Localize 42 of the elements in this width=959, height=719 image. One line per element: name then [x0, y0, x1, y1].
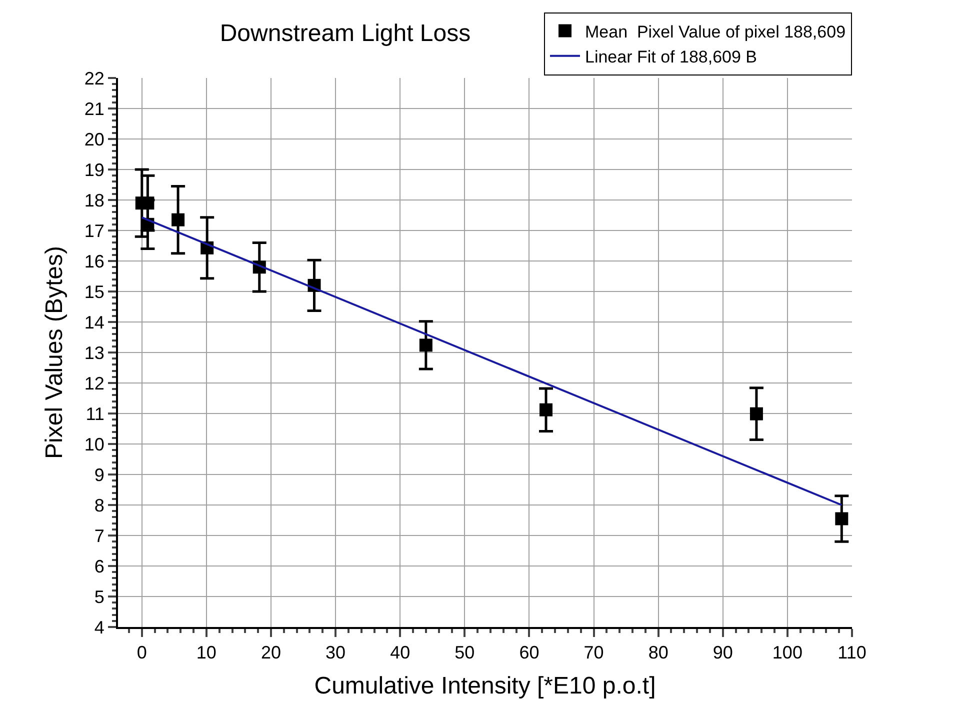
point: [419, 338, 432, 352]
point: [172, 213, 185, 226]
y-tick-label: 17: [84, 220, 104, 241]
y-tick-label: 22: [84, 68, 104, 88]
y-tick-label: 12: [84, 373, 104, 394]
x-tick-label: 80: [648, 642, 668, 663]
y-tick-label: 6: [94, 556, 104, 576]
y-tick-label: 10: [84, 434, 104, 454]
y-tick-label: 20: [84, 129, 104, 150]
y-axis-title: Pixel Values (Bytes): [40, 246, 68, 459]
point: [540, 403, 553, 416]
x-tick-label: 90: [712, 642, 733, 663]
y-tick-label: 14: [84, 312, 104, 332]
x-tick-label: 20: [260, 642, 282, 663]
legend-label: Mean Pixel Value of pixel 188,609: [585, 22, 846, 42]
y-tick-label: 8: [94, 495, 104, 516]
y-tick-label: 7: [94, 526, 104, 546]
x-tick-label: 100: [772, 642, 802, 663]
chart-title: Downstream Light Loss: [220, 20, 471, 47]
x-tick-label: 70: [584, 642, 604, 663]
y-tick-label: 19: [84, 160, 104, 180]
x-tick-label: 0: [136, 642, 147, 663]
y-tick-label: 11: [86, 404, 104, 424]
y-tick-label: 15: [84, 282, 104, 302]
x-tick-label: 40: [390, 642, 410, 663]
y-tick-label: 18: [84, 190, 104, 210]
legend-label: Linear Fit of 188,609 B: [585, 48, 758, 67]
y-tick-label: 21: [84, 98, 104, 119]
x-tick-label: 110: [838, 642, 866, 663]
y-tick-label: 4: [94, 617, 104, 638]
x-axis-title: Cumulative Intensity [*E10 p.o.t]: [314, 672, 656, 700]
y-tick-label: 9: [94, 464, 104, 485]
y-tick-label: 16: [84, 251, 104, 272]
point: [835, 512, 848, 526]
x-tick-label: 50: [454, 642, 475, 663]
x-tick-label: 30: [326, 642, 346, 663]
y-tick-label: 5: [94, 586, 104, 607]
x-tick-label: 10: [196, 642, 216, 663]
point: [141, 196, 154, 210]
y-tick-label: 13: [84, 342, 104, 363]
x-tick-label: 60: [519, 642, 540, 663]
point: [750, 407, 763, 420]
